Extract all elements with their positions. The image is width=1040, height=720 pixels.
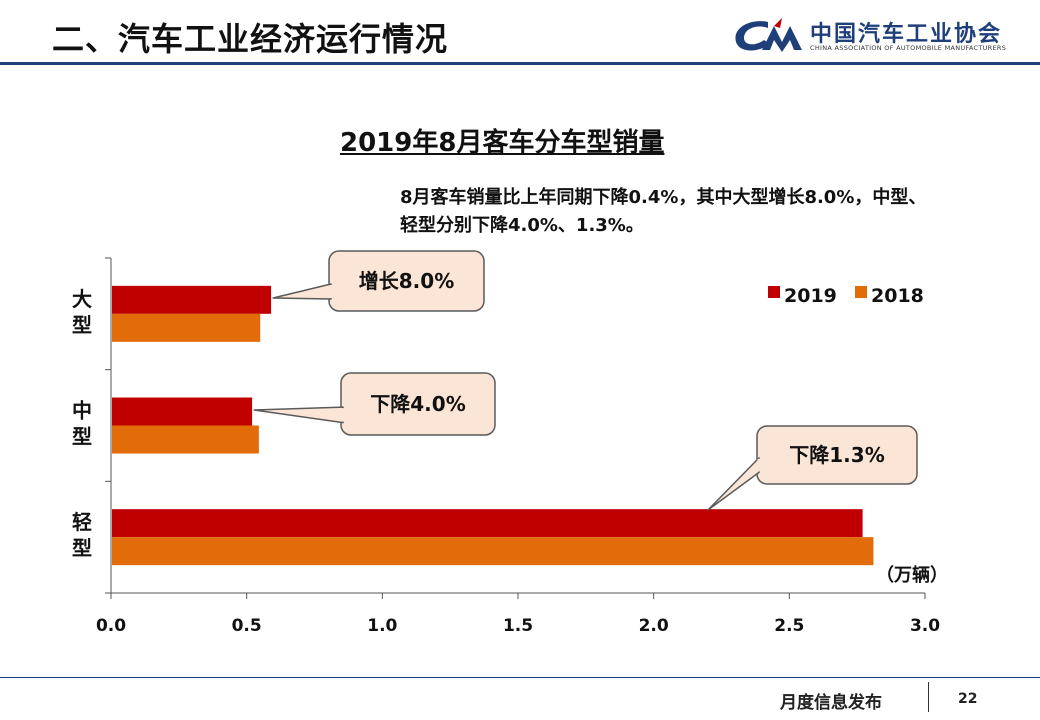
callout-box — [340, 372, 496, 436]
x-tick-label: 3.0 — [910, 616, 940, 636]
callout-pointer — [707, 457, 760, 511]
bar-2019 — [112, 509, 863, 538]
x-tick-label: 0.5 — [232, 616, 262, 636]
x-tick-label: 1.0 — [367, 616, 397, 636]
callout-pointer — [272, 283, 332, 300]
footer-separator — [928, 682, 929, 712]
logo-chinese-name: 中国汽车工业协会 — [810, 22, 1003, 47]
callout-pointer — [253, 406, 344, 424]
category-label: 轻型 — [72, 510, 92, 560]
callout-text: 增长8.0% — [359, 269, 454, 293]
legend-label-2018: 2018 — [871, 285, 924, 307]
bar-2019 — [112, 397, 253, 426]
chart-title: 2019年8月客车分车型销量 — [340, 128, 665, 158]
x-tick-label: 0.0 — [96, 616, 126, 636]
legend-swatch-2018 — [855, 286, 867, 298]
title-rule — [0, 62, 1040, 65]
unit-label: （万辆） — [876, 564, 948, 586]
bar-2018 — [112, 425, 259, 454]
bar-2018 — [112, 537, 874, 566]
legend-label-2019: 2019 — [784, 285, 837, 307]
caam-logo-mark-icon — [735, 18, 802, 52]
caam-logo: 中国汽车工业协会 CHINA ASSOCIATION OF AUTOMOBILE… — [730, 14, 1030, 58]
bar-2018 — [112, 313, 261, 342]
slide-title: 二、汽车工业经济运行情况 — [52, 20, 449, 58]
chart-note: 8月客车销量比上年同期下降0.4%，其中大型增长8.0%，中型、轻型分别下降4.… — [400, 187, 927, 236]
page-number: 22 — [958, 691, 978, 707]
callout-box — [756, 425, 918, 485]
logo-english-name: CHINA ASSOCIATION OF AUTOMOBILE MANUFACT… — [810, 44, 1007, 52]
callout-text: 下降1.3% — [789, 443, 884, 467]
callout-text: 下降4.0% — [370, 392, 465, 416]
footer-label: 月度信息发布 — [780, 693, 882, 713]
x-tick-label: 2.5 — [774, 616, 804, 636]
footer-rule — [0, 677, 1040, 678]
callout-box — [328, 250, 485, 312]
bar-2019 — [112, 285, 272, 314]
category-label: 大型 — [72, 287, 92, 337]
category-label: 中型 — [72, 399, 92, 449]
legend-swatch-2019 — [768, 286, 780, 298]
x-tick-label: 2.0 — [639, 616, 669, 636]
x-tick-label: 1.5 — [503, 616, 533, 636]
